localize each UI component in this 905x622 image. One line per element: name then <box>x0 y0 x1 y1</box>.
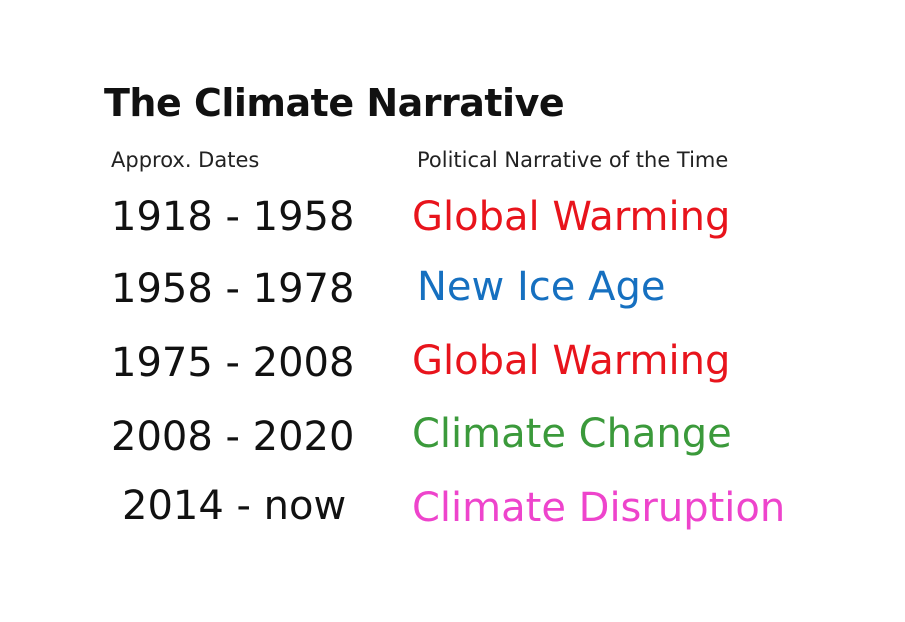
row-1-narrative: Global Warming <box>412 194 731 240</box>
row-1-dates: 1918 - 1958 <box>111 194 355 240</box>
row-3-narrative: Global Warming <box>412 338 731 384</box>
row-5-narrative: Climate Disruption <box>412 485 786 531</box>
header-political-narrative: Political Narrative of the Time <box>417 148 729 172</box>
page-title: The Climate Narrative <box>104 81 565 125</box>
row-4-dates: 2008 - 2020 <box>111 414 355 460</box>
row-3-dates: 1975 - 2008 <box>111 340 355 386</box>
row-2-narrative: New Ice Age <box>417 264 666 310</box>
row-4-narrative: Climate Change <box>412 411 732 457</box>
header-approx-dates: Approx. Dates <box>111 148 260 172</box>
row-2-dates: 1958 - 1978 <box>111 266 355 312</box>
row-5-dates: 2014 - now <box>122 483 347 529</box>
